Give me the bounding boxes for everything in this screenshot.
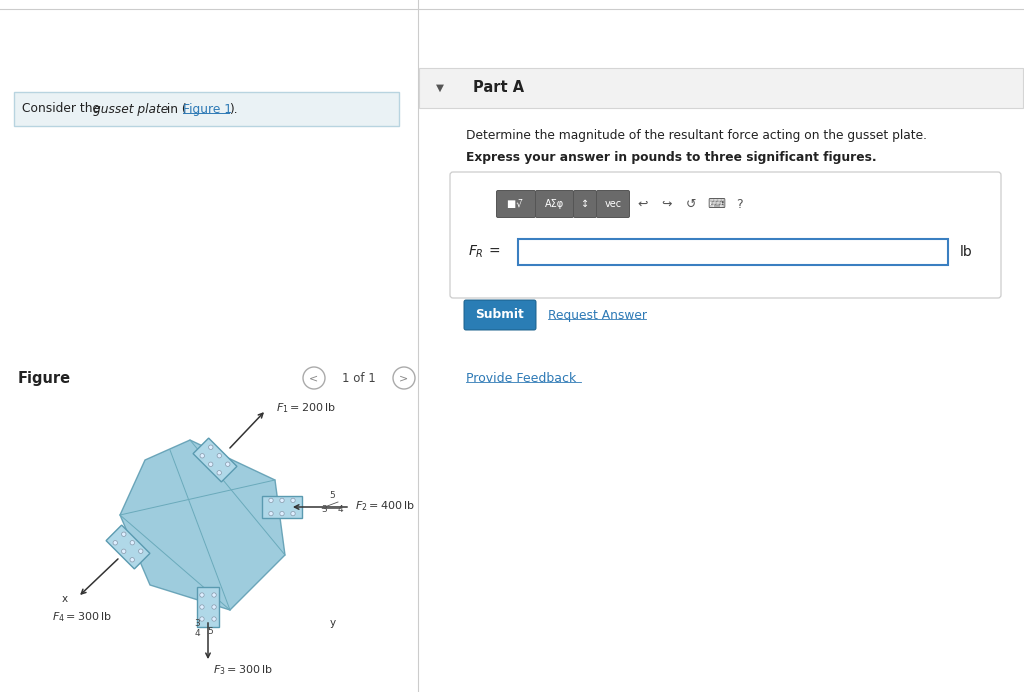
Text: in (: in ( bbox=[163, 102, 186, 116]
Polygon shape bbox=[194, 438, 237, 482]
Text: 3: 3 bbox=[322, 505, 327, 514]
Text: Express your answer in pounds to three significant figures.: Express your answer in pounds to three s… bbox=[466, 150, 877, 163]
Text: Provide Feedback: Provide Feedback bbox=[466, 372, 577, 385]
Polygon shape bbox=[106, 525, 150, 569]
FancyBboxPatch shape bbox=[518, 239, 948, 265]
Text: Part A: Part A bbox=[473, 80, 524, 95]
Text: y: y bbox=[330, 618, 336, 628]
Text: >: > bbox=[399, 373, 409, 383]
Polygon shape bbox=[262, 496, 302, 518]
Text: ↕: ↕ bbox=[581, 199, 589, 209]
Circle shape bbox=[280, 498, 285, 502]
Circle shape bbox=[212, 605, 216, 609]
Text: Figure 1: Figure 1 bbox=[183, 102, 232, 116]
Circle shape bbox=[209, 462, 213, 466]
Circle shape bbox=[122, 532, 126, 536]
Text: $F_R\,=$: $F_R\,=$ bbox=[468, 244, 500, 260]
Circle shape bbox=[225, 462, 230, 466]
FancyBboxPatch shape bbox=[464, 300, 536, 330]
FancyBboxPatch shape bbox=[14, 92, 399, 126]
Text: Submit: Submit bbox=[475, 309, 524, 322]
Circle shape bbox=[122, 549, 126, 554]
Circle shape bbox=[113, 540, 118, 545]
Text: 4: 4 bbox=[337, 505, 343, 514]
Polygon shape bbox=[120, 440, 285, 610]
Text: Request Answer: Request Answer bbox=[548, 309, 647, 322]
Circle shape bbox=[200, 617, 204, 621]
Circle shape bbox=[138, 549, 143, 554]
Circle shape bbox=[212, 593, 216, 597]
Circle shape bbox=[217, 453, 221, 458]
Text: gusset plate: gusset plate bbox=[93, 102, 168, 116]
FancyBboxPatch shape bbox=[497, 190, 536, 217]
Circle shape bbox=[268, 511, 273, 516]
Circle shape bbox=[130, 558, 134, 562]
Text: ↪: ↪ bbox=[662, 197, 672, 210]
Text: $F_4 = 300\,\mathrm{lb}$: $F_4 = 300\,\mathrm{lb}$ bbox=[52, 610, 112, 624]
Text: ΑΣφ: ΑΣφ bbox=[545, 199, 564, 209]
FancyBboxPatch shape bbox=[597, 190, 630, 217]
Text: ▼: ▼ bbox=[436, 83, 444, 93]
Text: ⌨: ⌨ bbox=[707, 197, 725, 210]
Text: ↺: ↺ bbox=[686, 197, 696, 210]
FancyBboxPatch shape bbox=[450, 172, 1001, 298]
Text: ↩: ↩ bbox=[638, 197, 648, 210]
Text: 1 of 1: 1 of 1 bbox=[342, 372, 376, 385]
Text: $F_1 = 200\,\mathrm{lb}$: $F_1 = 200\,\mathrm{lb}$ bbox=[276, 401, 336, 415]
Circle shape bbox=[217, 471, 221, 475]
Text: x: x bbox=[61, 594, 68, 604]
Circle shape bbox=[291, 511, 295, 516]
Text: vec: vec bbox=[604, 199, 622, 209]
Text: ?: ? bbox=[735, 197, 742, 210]
Text: 3: 3 bbox=[195, 619, 200, 628]
Circle shape bbox=[280, 511, 285, 516]
Text: 5: 5 bbox=[207, 627, 213, 636]
Circle shape bbox=[200, 593, 204, 597]
Text: $F_3 = 300\,\mathrm{lb}$: $F_3 = 300\,\mathrm{lb}$ bbox=[213, 663, 272, 677]
Text: ■√̄: ■√̄ bbox=[507, 199, 525, 209]
Circle shape bbox=[200, 453, 205, 458]
Text: $F_2 = 400\,\mathrm{lb}$: $F_2 = 400\,\mathrm{lb}$ bbox=[355, 499, 415, 513]
Circle shape bbox=[212, 617, 216, 621]
Circle shape bbox=[268, 498, 273, 502]
FancyBboxPatch shape bbox=[419, 68, 1023, 108]
Text: <: < bbox=[309, 373, 318, 383]
Circle shape bbox=[209, 445, 213, 449]
Circle shape bbox=[130, 540, 134, 545]
Circle shape bbox=[291, 498, 295, 502]
Polygon shape bbox=[197, 587, 219, 627]
FancyBboxPatch shape bbox=[536, 190, 573, 217]
Circle shape bbox=[200, 605, 204, 609]
Text: lb: lb bbox=[961, 245, 973, 259]
Text: 5: 5 bbox=[329, 491, 335, 500]
Text: 4: 4 bbox=[195, 629, 200, 638]
Text: Determine the magnitude of the resultant force acting on the gusset plate.: Determine the magnitude of the resultant… bbox=[466, 129, 927, 141]
Text: Consider the: Consider the bbox=[22, 102, 103, 116]
Text: ).: ). bbox=[229, 102, 238, 116]
Text: Figure: Figure bbox=[18, 370, 71, 385]
FancyBboxPatch shape bbox=[573, 190, 597, 217]
